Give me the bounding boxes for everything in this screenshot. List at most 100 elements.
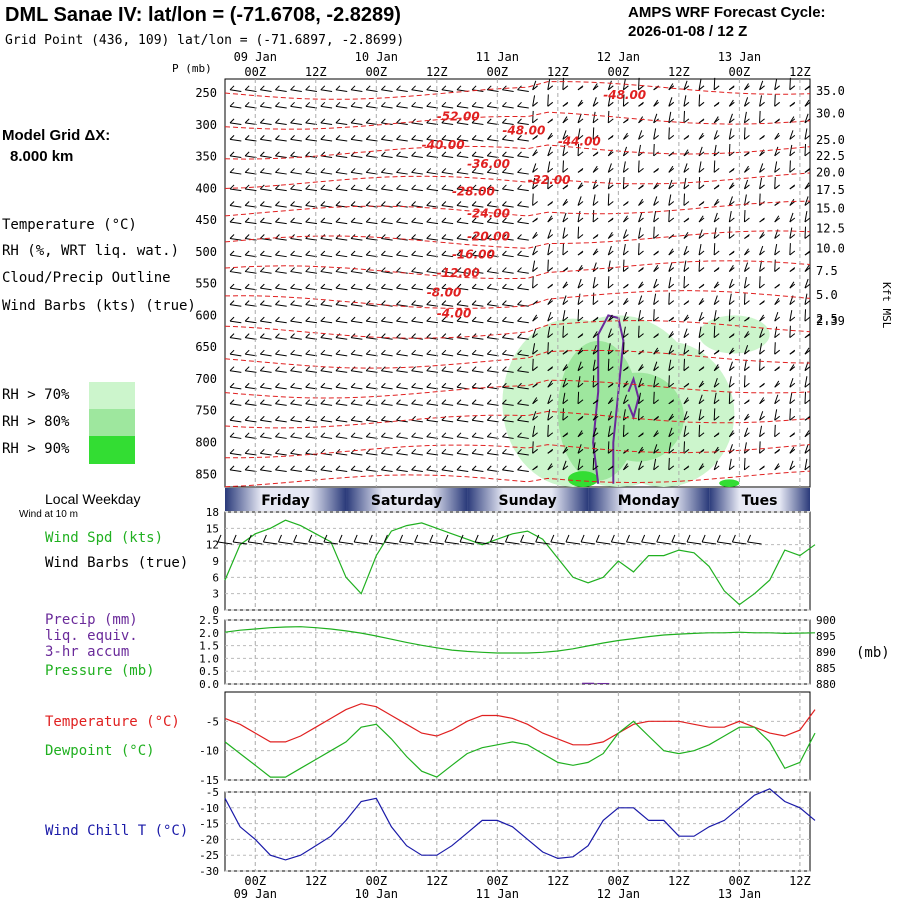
wind-barb xyxy=(592,184,599,190)
wind-barb xyxy=(350,316,356,322)
wind-barb xyxy=(759,300,765,305)
wind-barb xyxy=(320,221,333,225)
wind-barb xyxy=(290,370,302,373)
wind-barb xyxy=(744,201,750,206)
wind-barb xyxy=(441,122,454,125)
temperature-isotherm xyxy=(224,260,811,280)
wind-barb xyxy=(532,201,538,206)
wind-barb xyxy=(275,155,287,159)
wind-barb xyxy=(683,358,686,371)
wind-barb xyxy=(290,217,295,223)
wind-barb xyxy=(774,311,779,322)
wind-barb xyxy=(547,94,549,107)
wind-barb xyxy=(471,151,477,157)
wind-barb xyxy=(502,89,514,92)
surface-wind-barb xyxy=(278,534,282,543)
wind-barb xyxy=(562,201,569,206)
wind-barb xyxy=(320,201,326,206)
wind-barb xyxy=(335,221,348,225)
wind-barb xyxy=(471,201,477,206)
wind-barb xyxy=(713,130,718,140)
wind-barb xyxy=(622,394,628,404)
wind-barb xyxy=(789,227,793,239)
wind-barb xyxy=(244,184,250,190)
wind-barb xyxy=(759,425,763,437)
wind-barb xyxy=(653,391,655,404)
wind-barb xyxy=(547,465,554,471)
wind-barb xyxy=(381,155,393,159)
precip-ytick: 1.5 xyxy=(199,640,219,653)
wind-barb xyxy=(381,188,393,192)
wind-barb xyxy=(245,320,257,324)
wind-barb xyxy=(698,101,705,107)
wind-barb xyxy=(638,243,640,256)
wind-barb xyxy=(577,349,584,355)
wind-barb xyxy=(290,366,295,372)
wind-barb xyxy=(744,184,750,190)
wind-barb xyxy=(668,415,675,421)
wind-barb xyxy=(532,217,538,223)
wind-barb xyxy=(335,122,348,125)
wind-barb xyxy=(562,168,569,173)
surface-wind-barb xyxy=(505,541,520,545)
wind-barb xyxy=(713,184,720,190)
wind-barb xyxy=(320,436,333,439)
wind-barb xyxy=(502,118,507,124)
wind-barb xyxy=(562,227,566,239)
top-hour-label: 12Z xyxy=(789,65,811,79)
wind-barb xyxy=(638,134,644,140)
wind-barb xyxy=(441,105,454,109)
wind-barb xyxy=(290,238,302,241)
wind-barb xyxy=(638,85,644,91)
wind-barb xyxy=(244,168,250,173)
wind-barb xyxy=(759,110,761,123)
wind-barb xyxy=(305,201,311,206)
wind-barb xyxy=(713,316,720,322)
windchill-panel-ytick: -20 xyxy=(199,833,219,846)
rh-shading xyxy=(699,315,770,354)
wind-barb xyxy=(426,138,439,142)
wind-barb xyxy=(698,283,705,289)
wind-barb xyxy=(774,316,781,322)
wind-barb xyxy=(305,436,318,439)
wind-barb xyxy=(320,403,333,406)
wind-barb xyxy=(244,151,250,157)
wind-barb xyxy=(229,333,235,339)
wind-barb xyxy=(532,80,537,90)
wind-barb xyxy=(275,399,280,405)
pressure-tick-label: 400 xyxy=(195,181,217,195)
wind-barb xyxy=(698,161,702,173)
wind-barb xyxy=(351,89,363,92)
wind-barb xyxy=(305,122,318,125)
wind-barb xyxy=(532,283,538,289)
wind-barb xyxy=(487,419,499,423)
wind-barb xyxy=(229,316,235,322)
wind-barb xyxy=(381,221,393,225)
wind-barb xyxy=(456,201,462,206)
wind-barb xyxy=(305,333,311,339)
wind-barb xyxy=(381,419,393,423)
top-date-label: 12 Jan xyxy=(597,50,640,64)
wind-barb xyxy=(607,425,611,437)
isotherm-label: -28.00 xyxy=(452,184,495,198)
wind-barb xyxy=(517,349,522,355)
wind-barb xyxy=(411,250,416,256)
wind-barb xyxy=(456,300,462,305)
isotherm-label: -48.00 xyxy=(502,123,545,137)
wind-barb xyxy=(547,283,554,289)
wind-barb xyxy=(653,128,657,140)
wind-barb xyxy=(774,85,781,91)
wind-barb xyxy=(471,465,477,471)
wind-barb xyxy=(380,267,386,272)
wind-barb xyxy=(713,234,720,239)
surface-wind-barb xyxy=(581,541,596,545)
wind-barb xyxy=(562,316,569,322)
wind-barb xyxy=(713,267,720,272)
wind-barb xyxy=(774,177,776,189)
wind-barb xyxy=(335,399,341,405)
wind-barb xyxy=(486,250,492,256)
wind-barb xyxy=(607,184,614,190)
wind-barb xyxy=(623,134,629,140)
wind-barb xyxy=(290,349,295,355)
wind-barb xyxy=(728,118,735,124)
